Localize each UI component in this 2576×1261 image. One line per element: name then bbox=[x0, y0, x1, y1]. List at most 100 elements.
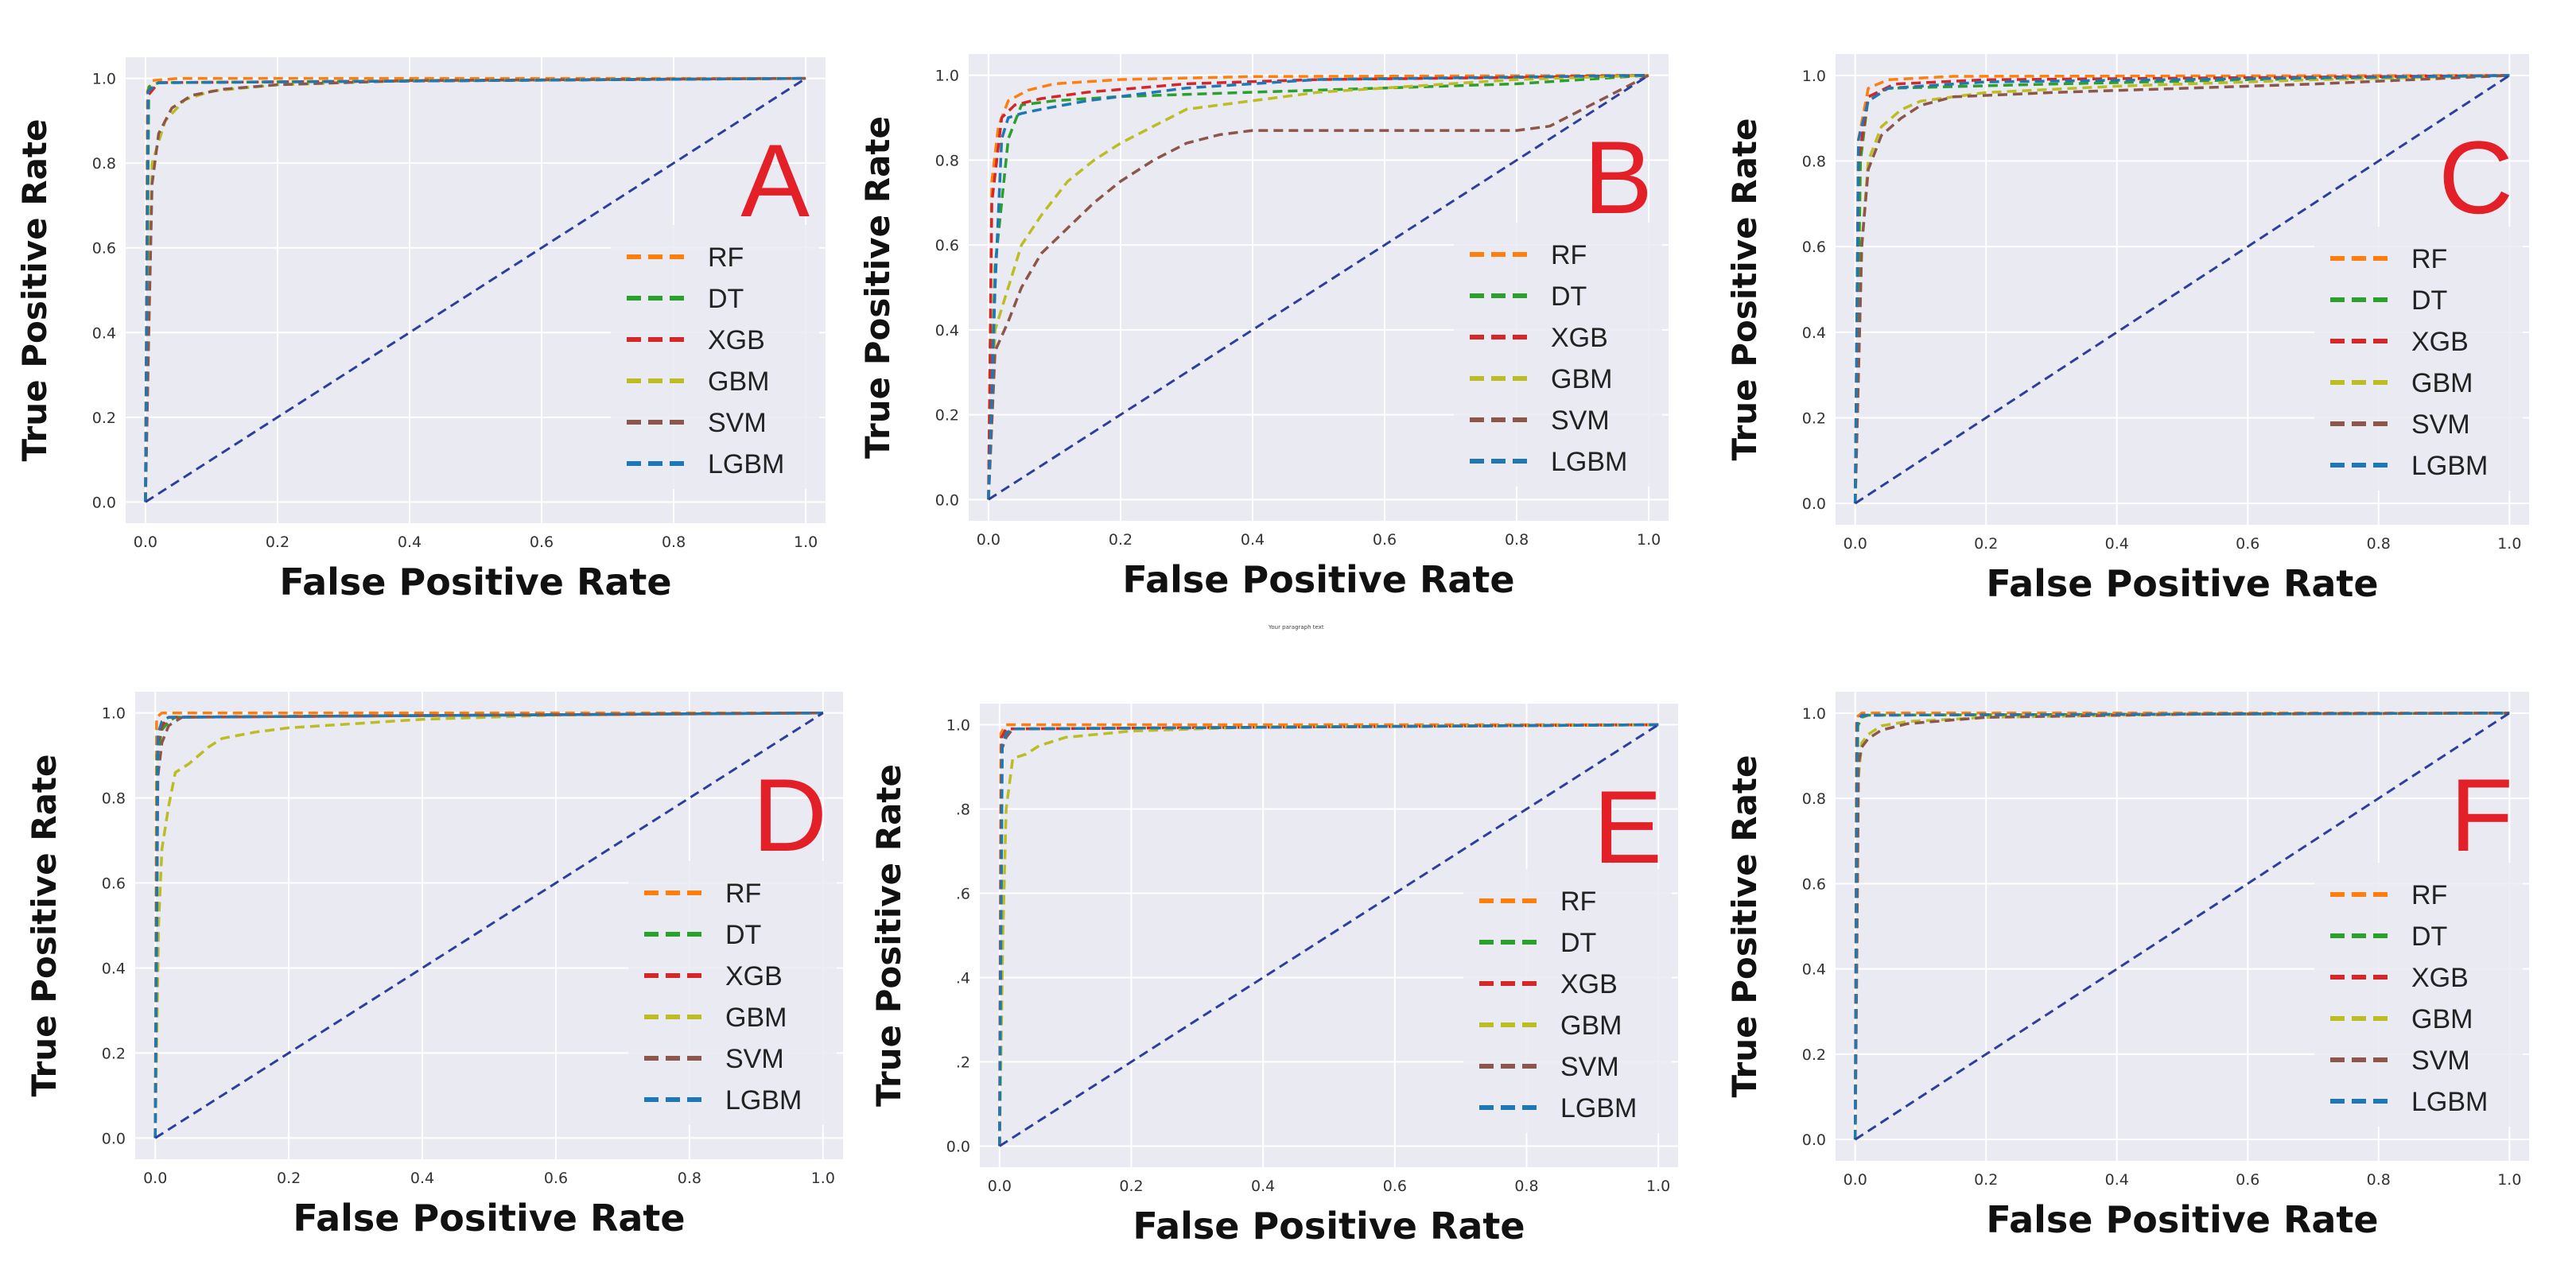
x-tick-label: 1.0 bbox=[794, 534, 818, 551]
x-axis-label: False Positive Rate bbox=[293, 1197, 685, 1240]
y-tick-label: 0.2 bbox=[935, 407, 959, 425]
roc-line-rf bbox=[998, 723, 1659, 1147]
y-tick-label: 0.6 bbox=[1802, 239, 1826, 256]
legend-label-gbm: GBM bbox=[708, 367, 769, 397]
y-axis-label: True Positive Rate bbox=[858, 116, 897, 459]
y-tick-label: 0.6 bbox=[92, 240, 116, 258]
x-axis-label: False Positive Rate bbox=[1122, 558, 1514, 601]
roc-line-gbm bbox=[1853, 74, 2510, 504]
legend-label-svm: SVM bbox=[708, 408, 767, 438]
x-tick-label: 0.2 bbox=[1974, 535, 1998, 553]
x-tick-label: 0.0 bbox=[1844, 1171, 1867, 1189]
panel-label: C bbox=[2438, 119, 2513, 235]
legend-label-dt: DT bbox=[1560, 928, 1596, 958]
y-tick-label: 1.0 bbox=[935, 68, 959, 85]
roc-panel-b: 0.0 0.2 0.4 0.6 0.8 1.0 0.0 0.2 0.4 0.6 0.8 1.0 Fals… bbox=[858, 54, 1669, 601]
x-tick-label: 0.6 bbox=[2236, 1171, 2259, 1189]
x-tick-label: 0.8 bbox=[662, 534, 686, 551]
x-tick-label: 0.8 bbox=[1505, 531, 1529, 549]
legend-label-xgb: XGB bbox=[1560, 969, 1618, 999]
y-tick-label: 0.2 bbox=[92, 409, 116, 427]
roc-line-lgbm bbox=[144, 76, 806, 502]
legend-label-svm: SVM bbox=[2411, 1046, 2470, 1076]
footnote: Your paragraph text bbox=[1269, 624, 1324, 630]
x-tick-label: 0.2 bbox=[1109, 531, 1133, 549]
legend-label-lgbm: LGBM bbox=[2411, 1087, 2488, 1117]
roc-panel-d: 0.0 0.2 0.4 0.6 0.8 1.0 0.0 0.2 0.4 0.6 0.8 1.0 Fals… bbox=[25, 692, 843, 1240]
roc-line-svm bbox=[144, 76, 806, 502]
x-tick-label: 0.4 bbox=[1241, 531, 1265, 549]
legend-label-dt: DT bbox=[2411, 285, 2447, 316]
y-tick-label: 0.2 bbox=[102, 1045, 126, 1062]
x-tick-label: 0.6 bbox=[2236, 535, 2259, 553]
x-tick-label: 0.2 bbox=[1119, 1178, 1143, 1195]
x-tick-label: 0.6 bbox=[530, 534, 554, 551]
roc-line-lgbm bbox=[153, 711, 823, 1139]
x-tick-label: 0.6 bbox=[1373, 531, 1397, 549]
y-tick-label: 0.4 bbox=[102, 960, 126, 977]
diagonal-reference-line bbox=[145, 77, 806, 503]
legend-label-dt: DT bbox=[725, 920, 761, 950]
legend-label-xgb: XGB bbox=[1551, 323, 1608, 353]
x-axis-label: False Positive Rate bbox=[1986, 1198, 2378, 1241]
x-tick-label: 0.4 bbox=[398, 534, 422, 551]
roc-line-rf bbox=[1853, 712, 2510, 1140]
x-tick-label: 1.0 bbox=[811, 1170, 835, 1187]
x-tick-label: 0.4 bbox=[2105, 1171, 2129, 1189]
y-tick-label: .6 bbox=[956, 886, 970, 903]
x-tick-label: 0.8 bbox=[1514, 1178, 1538, 1195]
x-tick-label: 0.2 bbox=[277, 1170, 301, 1187]
x-tick-label: 0.6 bbox=[1383, 1178, 1407, 1195]
y-tick-label: 0.4 bbox=[92, 324, 116, 342]
x-tick-label: 1.0 bbox=[2497, 535, 2521, 553]
y-axis-label: True Positive Rate bbox=[25, 755, 64, 1097]
roc-line-gbm bbox=[987, 73, 1649, 500]
diagonal-reference-line bbox=[1854, 74, 2511, 505]
y-tick-label: 0.4 bbox=[1802, 961, 1826, 979]
y-tick-label: 0.8 bbox=[102, 790, 126, 808]
y-tick-label: 0.6 bbox=[1802, 875, 1826, 893]
panel-label: F bbox=[2450, 757, 2513, 873]
roc-panel-c: 0.0 0.2 0.4 0.6 0.8 1.0 0.0 0.2 0.4 0.6 0.8 1.0 Fals… bbox=[1725, 54, 2529, 605]
x-tick-label: 0.0 bbox=[977, 531, 1000, 549]
x-tick-label: 0.4 bbox=[2105, 535, 2129, 553]
y-tick-label: .8 bbox=[956, 801, 970, 819]
legend-label-lgbm: LGBM bbox=[1551, 447, 1627, 477]
legend-label-rf: RF bbox=[708, 242, 744, 273]
y-axis-label: True Positive Rate bbox=[15, 119, 54, 462]
legend-label-svm: SVM bbox=[2411, 409, 2470, 440]
legend-label-gbm: GBM bbox=[2411, 368, 2473, 398]
y-axis-label: True Positive Rate bbox=[1725, 755, 1764, 1098]
x-tick-label: 1.0 bbox=[2497, 1171, 2521, 1189]
y-tick-label: 0.0 bbox=[946, 1139, 970, 1156]
x-axis-label: False Positive Rate bbox=[1986, 562, 2378, 605]
roc-line-rf bbox=[987, 73, 1649, 500]
y-tick-label: .2 bbox=[956, 1054, 970, 1072]
y-tick-label: 1.0 bbox=[1802, 705, 1826, 723]
x-tick-label: 0.0 bbox=[988, 1178, 1012, 1195]
y-tick-label: 0.0 bbox=[92, 494, 116, 511]
diagonal-reference-line bbox=[154, 712, 824, 1139]
legend-label-dt: DT bbox=[708, 284, 744, 314]
legend-label-dt: DT bbox=[1551, 281, 1587, 312]
y-tick-label: 0.2 bbox=[1802, 409, 1826, 427]
legend-box bbox=[628, 861, 837, 1125]
legend-box bbox=[1454, 223, 1662, 487]
legend-label-lgbm: LGBM bbox=[708, 449, 784, 479]
y-tick-label: 0.0 bbox=[935, 491, 959, 509]
legend-label-xgb: XGB bbox=[2411, 963, 2469, 993]
legend-box bbox=[611, 225, 819, 489]
x-tick-label: 0.0 bbox=[134, 534, 157, 551]
legend-label-gbm: GBM bbox=[1560, 1011, 1622, 1041]
panel-label: E bbox=[1593, 769, 1662, 885]
roc-line-gbm bbox=[153, 711, 823, 1139]
legend-label-gbm: GBM bbox=[1551, 364, 1612, 394]
x-tick-label: 1.0 bbox=[1637, 531, 1661, 549]
roc-line-lgbm bbox=[998, 723, 1659, 1147]
y-axis-label: True Positive Rate bbox=[1725, 118, 1764, 461]
roc-line-svm bbox=[1853, 74, 2510, 504]
x-tick-label: 0.0 bbox=[1844, 535, 1867, 553]
x-tick-label: 0.6 bbox=[544, 1170, 568, 1187]
y-axis-label: True Positive Rate bbox=[869, 764, 908, 1107]
